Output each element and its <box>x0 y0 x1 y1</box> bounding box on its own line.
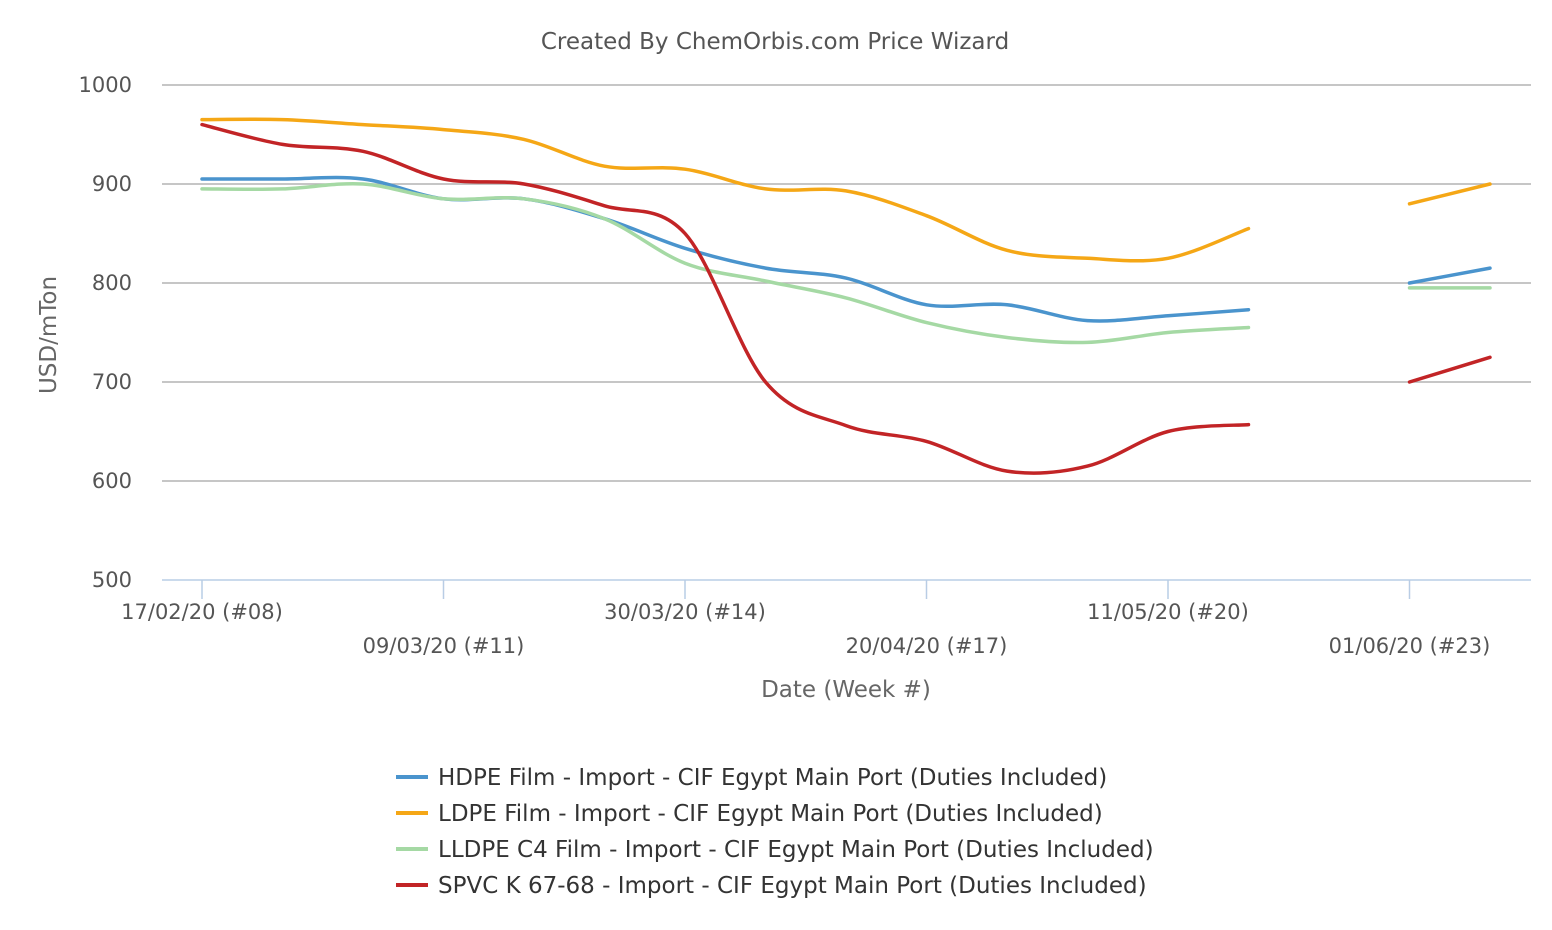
y-tick-label-700: 700 <box>92 370 132 394</box>
legend-label-2: LLDPE C4 Film - Import - CIF Egypt Main … <box>438 837 1154 863</box>
x-tick-label: 09/03/20 (#11) <box>363 634 525 658</box>
legend-label-3: SPVC K 67-68 - Import - CIF Egypt Main P… <box>438 873 1147 899</box>
x-tick-label: 11/05/20 (#20) <box>1087 600 1249 624</box>
series-3-line-segment-0 <box>200 122 1251 475</box>
x-axis-title: Date (Week #) <box>761 677 931 703</box>
y-tick-label-500: 500 <box>92 568 132 592</box>
y-tick-label-800: 800 <box>92 271 132 295</box>
y-tick-label-600: 600 <box>92 469 132 493</box>
series-0-line-segment-1 <box>1407 266 1492 285</box>
legend-label-0: HDPE Film - Import - CIF Egypt Main Port… <box>438 765 1107 791</box>
x-tick-label: 01/06/20 (#23) <box>1329 634 1491 658</box>
series-1-line-segment-1 <box>1407 182 1492 206</box>
y-axis-ticks: 500 600 700 800 900 1000 <box>79 73 132 592</box>
series-3-line-segment-1 <box>1407 355 1492 384</box>
chart-title: Created By ChemOrbis.com Price Wizard <box>541 29 1009 55</box>
legend: HDPE Film - Import - CIF Egypt Main Port… <box>396 765 1154 899</box>
series-2-line-segment-0 <box>200 181 1251 345</box>
series-0-line-segment-0 <box>200 175 1251 323</box>
series-lines <box>200 117 1492 475</box>
y-tick-label-900: 900 <box>92 172 132 196</box>
y-tick-label-1000: 1000 <box>79 73 132 97</box>
legend-label-1: LDPE Film - Import - CIF Egypt Main Port… <box>438 801 1103 827</box>
series-1-line-segment-0 <box>200 117 1251 263</box>
x-tick-label: 17/02/20 (#08) <box>121 600 283 624</box>
x-tick-label: 30/03/20 (#14) <box>604 600 766 624</box>
grid-lines <box>162 84 1531 482</box>
y-axis-title: USD/mTon <box>36 276 62 394</box>
x-axis: 17/02/20 (#08) 09/03/20 (#11) 30/03/20 (#1… <box>121 579 1531 658</box>
x-tick-label: 20/04/20 (#17) <box>846 634 1008 658</box>
